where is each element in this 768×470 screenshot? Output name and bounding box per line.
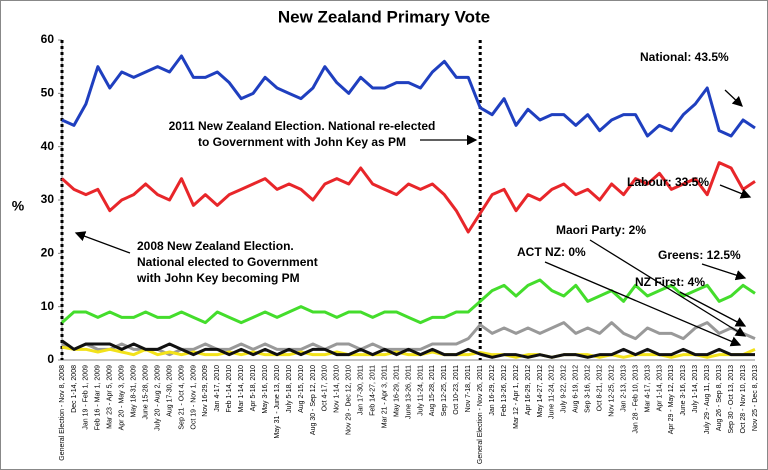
- annotation: 2011 New Zealand Election. National re-e…: [169, 119, 436, 133]
- x-tick-label: July 5-18, 2010: [286, 365, 293, 413]
- annotation: ACT NZ: 0%: [517, 245, 586, 259]
- x-tick-label: Mar 21 - Apr 3, 2011: [381, 365, 388, 428]
- x-tick-label: Mar 4-17, 2013: [644, 365, 651, 413]
- x-tick-label: Oct 10-23, 2011: [453, 365, 460, 415]
- x-tick-label: Mar 1-14, 2010: [238, 365, 245, 413]
- x-tick-label: May 31 - June 13, 2010: [274, 365, 281, 439]
- x-tick-label: Nov 25 - Dec 8, 2013: [752, 365, 759, 431]
- x-tick-label: Jan 4-17, 2010: [214, 365, 221, 412]
- series-line: [61, 161, 756, 234]
- x-tick-label: July 9-22, 2012: [561, 365, 568, 413]
- x-tick-label: Nov 7-18, 2011: [465, 365, 472, 412]
- x-tick-label: Oct 4-17, 2010: [322, 365, 329, 411]
- x-tick-label: Mar 12 - Apr 1, 2012: [513, 365, 520, 429]
- x-tick-label: Oct 8-21, 2012: [597, 365, 604, 411]
- y-axis-label: %: [12, 198, 25, 214]
- x-tick-label: Jan 2-13, 2013: [620, 365, 627, 412]
- x-tick-label: Jan 28 - Feb 10, 2013: [632, 365, 639, 434]
- chart-title: New Zealand Primary Vote: [278, 7, 490, 26]
- annotation-arrow: [589, 239, 747, 337]
- annotation: with John Key becoming PM: [136, 271, 300, 285]
- series-line: [61, 345, 756, 359]
- y-tick-label: 10: [41, 299, 55, 313]
- x-tick-label: Aug 17-30, 2009: [166, 365, 173, 417]
- x-tick-label: Apr 5-18, 2010: [250, 365, 257, 411]
- x-tick-label: Nov 1-14, 2010: [334, 365, 341, 413]
- series-line: [61, 339, 755, 359]
- x-tick-label: May 3-16, 2010: [262, 365, 269, 414]
- annotation-arrow: [724, 89, 743, 107]
- x-tick-label: Feb 13-26, 2012: [501, 365, 508, 416]
- x-tick-label: Nov 29 - Dec 12, 2010: [346, 365, 353, 435]
- x-tick-label: Apr 20 - May 3, 2009: [119, 365, 126, 430]
- annotation: 2008 New Zealand Election.: [137, 239, 294, 253]
- x-tick-label: June 3-16, 2013: [680, 365, 687, 416]
- y-tick-label: 20: [41, 246, 55, 260]
- x-tick-label: Sep 30 - Oct 13, 2013: [728, 365, 735, 434]
- x-tick-label: July 29 - Aug 11, 2013: [704, 365, 711, 434]
- x-tick-label: Feb 16 - Mar 1, 2009: [95, 365, 102, 430]
- x-tick-label: Dec 1-14, 2008: [71, 365, 78, 413]
- x-tick-label: Jan 16-29, 2012: [489, 365, 496, 416]
- annotation-arrow: [544, 261, 742, 347]
- x-tick-label: Aug 2-15, 2010: [298, 365, 305, 413]
- series-line: [61, 278, 756, 325]
- x-tick-label: May 14-27, 2012: [537, 365, 544, 418]
- y-tick-label: 50: [41, 86, 55, 100]
- annotation: Labour: 33.5%: [627, 175, 709, 189]
- y-tick-label: 40: [41, 139, 55, 153]
- annotation-arrow: [74, 231, 131, 254]
- x-tick-label: June 11-24, 2012: [549, 365, 556, 419]
- x-tick-label: July 20 - Aug 2, 2009: [154, 365, 161, 431]
- x-tick-label: Jan 19 - Feb 1, 2009: [83, 365, 90, 430]
- series-line: [61, 54, 756, 138]
- x-tick-label: Apr 1-14, 2013: [656, 365, 663, 411]
- annotation: NZ First: 4%: [635, 275, 705, 289]
- x-tick-label: Oct 19 - Nov 1, 2009: [190, 365, 197, 430]
- y-tick-label: 60: [41, 32, 55, 46]
- annotation-arrow: [719, 184, 752, 199]
- x-tick-label: Oct 28 - Nov 10, 2013: [740, 365, 747, 434]
- x-tick-label: General Election - Nov 8, 2008: [59, 365, 66, 461]
- x-tick-label: Feb 1-14, 2010: [226, 365, 233, 413]
- x-tick-label: July 1-14, 2013: [692, 365, 699, 413]
- x-tick-label: June 15-28, 2009: [142, 365, 149, 420]
- annotation-arrow: [701, 263, 747, 281]
- x-tick-label: General Election - Nov 26, 2011: [477, 365, 484, 464]
- y-tick-label: 0: [47, 352, 54, 366]
- annotation: National elected to Government: [137, 255, 318, 269]
- x-tick-label: Nov 16-29, 2009: [202, 365, 209, 417]
- annotation: Greens: 12.5%: [658, 248, 741, 262]
- y-tick-label: 30: [41, 192, 55, 206]
- x-tick-label: Sep 3-16, 2012: [585, 365, 592, 413]
- x-tick-label: Sep 12-25, 2011: [441, 365, 448, 416]
- x-tick-label: June 13-26, 2011: [405, 365, 412, 419]
- x-tick-label: Aug 15-28, 2011: [429, 365, 436, 416]
- annotation: to Government with John Key as PM: [198, 135, 406, 149]
- x-tick-label: July 11-24, 2011: [417, 365, 424, 416]
- x-tick-label: May 16-29, 2011: [393, 365, 400, 417]
- x-tick-label: Nov 12-25, 2012: [608, 365, 615, 417]
- x-tick-label: Aug 6-19, 2012: [573, 365, 580, 413]
- x-tick-label: Sep 21 - Oct 4, 2009: [178, 365, 185, 430]
- x-tick-label: Mar 23 - Apr 5, 2009: [107, 365, 114, 429]
- x-tick-label: Aug 26 - Sep 8, 2013: [716, 365, 723, 431]
- x-tick-label: May 18-31, 2009: [131, 365, 138, 418]
- x-tick-label: Aug 30 - Sep 12, 2010: [310, 365, 317, 435]
- x-tick-label: Jan 17-30, 2011: [358, 365, 365, 415]
- x-tick-label: Feb 14-27, 2011: [369, 365, 376, 416]
- annotation-arrow: [679, 291, 747, 327]
- x-tick-label: Apr 16-29, 2012: [525, 365, 532, 415]
- annotation: Maori Party: 2%: [556, 223, 646, 237]
- x-tick-label: Apr 29 - May 12, 2013: [668, 365, 675, 434]
- annotation: National: 43.5%: [640, 50, 729, 64]
